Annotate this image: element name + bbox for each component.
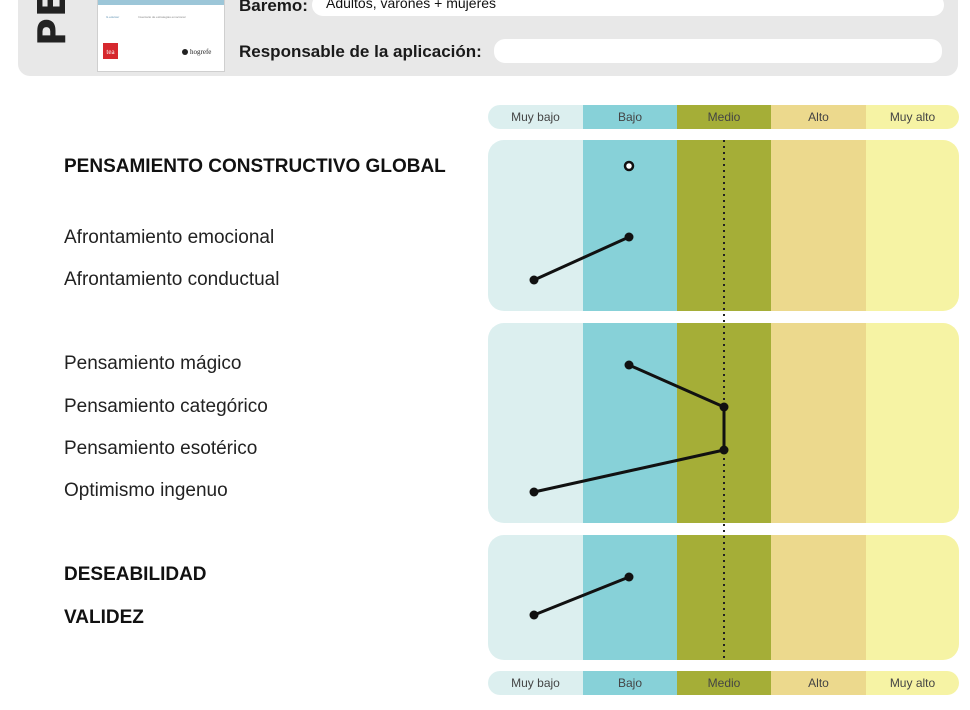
point-afrontamiento-emocional xyxy=(624,232,634,242)
scale-bottom-muy-alto: Muy alto xyxy=(866,671,959,695)
panel-1 xyxy=(488,140,959,311)
label-afrontamiento-emocional: Afrontamiento emocional xyxy=(64,227,275,248)
panel-band-muy-bajo xyxy=(488,140,583,311)
baremo-label: Baremo: xyxy=(239,0,308,15)
scale-bottom-muy-bajo: Muy bajo xyxy=(488,671,583,695)
cover-title: IL eJercer xyxy=(106,15,120,19)
responsable-field[interactable] xyxy=(494,39,942,63)
panel-band-muy-alto xyxy=(866,323,959,523)
scale-top-muy-bajo: Muy bajo xyxy=(488,105,583,129)
panel-band-alto xyxy=(771,323,866,523)
label-afrontamiento-conductual: Afrontamiento conductual xyxy=(64,269,280,290)
scale-top-bajo: Bajo xyxy=(583,105,677,129)
label-deseabilidad: DESEABILIDAD xyxy=(64,564,207,585)
hogrefe-text: hogrefe xyxy=(190,48,212,56)
panel-band-alto xyxy=(771,140,866,311)
panel-3 xyxy=(488,535,959,660)
cover-subtitle: Inventario de estrategias emocional xyxy=(138,15,186,19)
test-cover-thumbnail: IL eJercer Inventario de estrategias emo… xyxy=(97,0,225,72)
label-validez: VALIDEZ xyxy=(64,607,144,628)
hogrefe-logo: hogrefe xyxy=(182,48,211,56)
scale-top-medio: Medio xyxy=(677,105,771,129)
point-pensamiento-esoterico xyxy=(719,445,729,455)
point-validez xyxy=(529,610,539,620)
hogrefe-dot-icon xyxy=(182,49,188,55)
panel-band-muy-alto xyxy=(866,140,959,311)
scale-bottom-alto: Alto xyxy=(771,671,866,695)
point-afrontamiento-conductual xyxy=(529,275,539,285)
baremo-field[interactable]: Adultos, varones + mujeres xyxy=(312,0,944,16)
profile-line-group-4 xyxy=(533,575,630,617)
panel-band-bajo xyxy=(583,323,677,523)
tea-logo: tea xyxy=(103,43,118,59)
label-pensamiento-magico: Pensamiento mágico xyxy=(64,353,242,374)
point-optimismo-ingenuo xyxy=(529,487,539,497)
scale-bottom-bajo: Bajo xyxy=(583,671,677,695)
responsable-label: Responsable de la aplicación: xyxy=(239,42,482,61)
label-pensamiento-constructivo-global: PENSAMIENTO CONSTRUCTIVO GLOBAL xyxy=(64,156,446,177)
panel-band-bajo xyxy=(583,535,677,660)
label-pensamiento-esoterico: Pensamiento esotérico xyxy=(64,438,258,459)
point-pensamiento-categorico xyxy=(719,402,729,412)
scale-top-muy-alto: Muy alto xyxy=(866,105,959,129)
scale-top-alto: Alto xyxy=(771,105,866,129)
point-deseabilidad xyxy=(624,572,634,582)
profile-line-group-2 xyxy=(533,235,630,282)
panel-band-muy-bajo xyxy=(488,535,583,660)
cover-band xyxy=(98,0,224,5)
scale-bottom-medio: Medio xyxy=(677,671,771,695)
panel-band-alto xyxy=(771,535,866,660)
profile-line-group-3 xyxy=(533,363,726,494)
point-pensamiento-constructivo-global xyxy=(623,160,635,172)
label-pensamiento-categorico: Pensamiento categórico xyxy=(64,396,268,417)
label-optimismo-ingenuo: Optimismo ingenuo xyxy=(64,480,228,501)
scale-bar-bottom: Muy bajo Bajo Medio Alto Muy alto xyxy=(488,671,959,695)
scale-bar-top: Muy bajo Bajo Medio Alto Muy alto xyxy=(488,105,959,129)
point-pensamiento-magico xyxy=(624,360,634,370)
panel-band-muy-alto xyxy=(866,535,959,660)
